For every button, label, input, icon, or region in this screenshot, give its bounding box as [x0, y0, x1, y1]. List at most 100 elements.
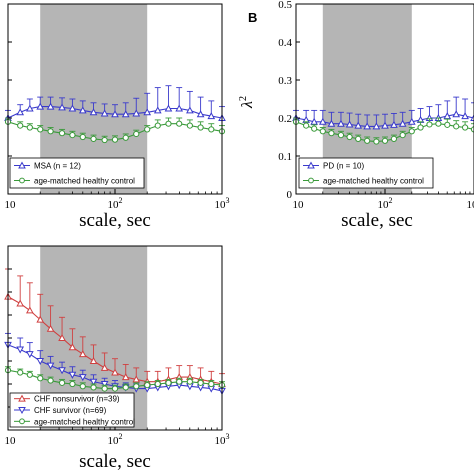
- data-point: [364, 137, 371, 144]
- data-point: [345, 120, 354, 128]
- legend-label: age-matched healthy control: [34, 177, 135, 186]
- data-point: [372, 122, 381, 130]
- x-tick-label: 103: [215, 196, 230, 211]
- data-point: [68, 343, 77, 351]
- data-point: [337, 132, 345, 139]
- tick-base: 10: [108, 199, 120, 211]
- x-axis-label: scale, sec: [79, 451, 151, 472]
- tick-exponent: 3: [226, 432, 230, 441]
- data-point: [26, 371, 33, 378]
- data-point: [196, 110, 205, 118]
- data-point: [407, 117, 416, 125]
- data-point: [25, 306, 34, 314]
- legend-marker: [19, 177, 25, 184]
- tick-base: 10: [108, 435, 120, 447]
- x-axis-label: scale, sec: [341, 210, 413, 231]
- tick-exponent: 2: [119, 432, 123, 441]
- data-point: [208, 126, 215, 133]
- tick-base: 10: [378, 199, 390, 211]
- data-point: [303, 122, 310, 129]
- data-point: [175, 104, 184, 112]
- data-point: [453, 123, 460, 130]
- data-point: [79, 383, 86, 390]
- data-point: [17, 122, 24, 129]
- legend-label: age-matched healthy control: [34, 417, 135, 426]
- data-point: [78, 350, 87, 358]
- data-point: [186, 106, 194, 114]
- data-point: [355, 135, 362, 142]
- data-point: [381, 121, 389, 129]
- x-tick-label: 103: [215, 432, 230, 447]
- y-axis-label: λ2: [238, 96, 256, 109]
- data-point: [68, 104, 77, 112]
- legend-label: CHF survivor (n=69): [34, 406, 107, 415]
- x-tick-label: 102: [378, 196, 393, 211]
- data-point: [122, 134, 129, 141]
- data-point: [390, 120, 398, 128]
- y-tick-label: 0.1: [278, 151, 292, 163]
- legend-box: [9, 157, 145, 189]
- data-point: [78, 106, 87, 114]
- data-point: [46, 362, 55, 370]
- data-point: [58, 103, 66, 111]
- data-point: [132, 375, 141, 383]
- data-point: [100, 109, 109, 117]
- data-point: [154, 380, 161, 388]
- data-point: [122, 384, 129, 391]
- data-point: [435, 120, 442, 127]
- data-point: [58, 367, 66, 375]
- data-point: [58, 379, 66, 386]
- y-tick-label: 0.3: [278, 75, 292, 87]
- data-point: [111, 385, 119, 392]
- legend-marker: [18, 161, 26, 169]
- panel-letter: B: [248, 10, 257, 25]
- y-tick-label: 0.4: [278, 37, 292, 49]
- data-point: [208, 380, 215, 388]
- data-point: [197, 124, 204, 131]
- data-point: [328, 130, 335, 137]
- data-point: [111, 368, 119, 376]
- y-tick-label: 0.5: [278, 0, 292, 11]
- data-point: [79, 133, 86, 141]
- data-point: [36, 358, 45, 366]
- x-tick-label: 10: [293, 199, 305, 211]
- legend: CHF nonsurvivor (n=39) CHF survivor (n=69…: [9, 392, 135, 428]
- data-point: [89, 356, 98, 364]
- x-tick-label: 10: [5, 435, 17, 447]
- tick-base: 10: [215, 199, 227, 211]
- legend-label: CHF nonsurvivor (n=39): [34, 395, 120, 404]
- data-point: [132, 109, 141, 117]
- legend-box: [298, 157, 434, 189]
- tick-base: 10: [467, 199, 474, 211]
- data-point: [111, 136, 119, 143]
- data-point: [443, 112, 452, 120]
- x-tick-label: 10: [5, 199, 17, 211]
- legend: PD (n = 10) age-matched healthy control: [298, 157, 434, 189]
- data-point: [154, 122, 161, 129]
- data-point: [78, 374, 87, 382]
- data-point: [164, 104, 173, 112]
- y-tick-label: 0.2: [278, 113, 292, 125]
- y-tick-label: 0: [287, 189, 293, 201]
- tick-exponent: 2: [389, 196, 393, 205]
- data-point: [89, 378, 98, 386]
- tick-exponent: 2: [119, 196, 123, 205]
- data-point: [101, 136, 108, 144]
- series-2: [4, 366, 226, 392]
- data-point: [69, 132, 76, 139]
- data-point: [337, 119, 345, 127]
- data-point: [133, 383, 140, 390]
- tick-base: 10: [215, 435, 227, 447]
- data-point: [311, 125, 318, 132]
- legend-marker: [307, 161, 315, 169]
- legend-marker: [19, 418, 25, 425]
- data-point: [354, 121, 363, 129]
- legend-label: MSA (n = 12): [34, 162, 81, 171]
- data-point: [426, 121, 433, 128]
- data-point: [398, 119, 407, 127]
- data-point: [186, 122, 193, 129]
- data-point: [461, 112, 469, 120]
